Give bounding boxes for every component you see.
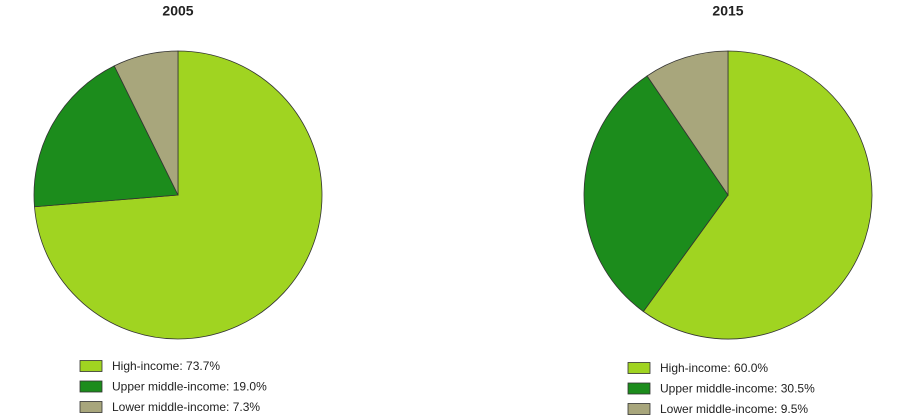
pie-slice: [642, 50, 873, 340]
legend-label: Lower middle-income: 7.3%: [112, 400, 260, 414]
pie-slice: [646, 50, 729, 197]
legend-label: Upper middle-income: 19.0%: [112, 380, 267, 394]
legend-label: High-income: 73.7%: [112, 359, 220, 373]
chart-title: 2015: [712, 3, 743, 19]
chart-title: 2005: [162, 3, 193, 19]
legend-label: High-income: 60.0%: [660, 361, 768, 375]
pie-slice: [113, 50, 179, 196]
legend-swatch: [627, 382, 651, 395]
legend-swatch: [79, 380, 103, 393]
legend-label: Upper middle-income: 30.5%: [660, 382, 815, 396]
pie-slice: [33, 65, 179, 208]
legend-swatch: [627, 403, 651, 415]
legend-swatch: [627, 362, 651, 374]
legend-label: Lower middle-income: 9.5%: [660, 402, 808, 416]
legend-swatch: [79, 401, 103, 413]
pie-slice: [583, 75, 729, 313]
legend-swatch: [79, 360, 103, 372]
